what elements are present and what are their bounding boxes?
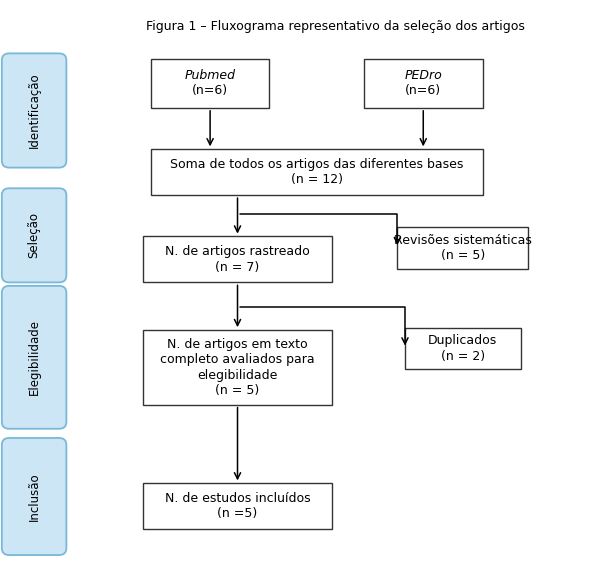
- Text: (n = 5): (n = 5): [441, 249, 485, 262]
- Text: N. de artigos em texto: N. de artigos em texto: [167, 338, 308, 351]
- Text: Identificação: Identificação: [27, 73, 41, 148]
- Text: Soma de todos os artigos das diferentes bases: Soma de todos os artigos das diferentes …: [170, 158, 463, 171]
- Text: PEDro: PEDro: [404, 69, 442, 82]
- Text: N. de estudos incluídos: N. de estudos incluídos: [164, 492, 311, 505]
- Bar: [397, 227, 528, 269]
- FancyBboxPatch shape: [2, 438, 66, 555]
- Text: (n = 5): (n = 5): [216, 384, 259, 397]
- Bar: [143, 483, 332, 529]
- Text: (n =5): (n =5): [217, 507, 258, 521]
- Text: Figura 1 – Fluxograma representativo da seleção dos artigos: Figura 1 – Fluxograma representativo da …: [146, 20, 524, 33]
- Text: Elegibilidade: Elegibilidade: [27, 319, 41, 395]
- Bar: [364, 59, 482, 108]
- Text: Pubmed: Pubmed: [185, 69, 236, 82]
- Bar: [150, 149, 482, 195]
- FancyBboxPatch shape: [2, 286, 66, 429]
- Bar: [143, 236, 332, 282]
- FancyBboxPatch shape: [2, 188, 66, 282]
- Text: (n = 2): (n = 2): [441, 350, 485, 363]
- Text: (n = 7): (n = 7): [216, 261, 259, 274]
- Bar: [143, 330, 332, 405]
- Bar: [150, 59, 269, 108]
- Text: completo avaliados para: completo avaliados para: [160, 353, 315, 366]
- Bar: [405, 328, 521, 369]
- Text: elegibilidade: elegibilidade: [197, 369, 278, 382]
- Text: (n=6): (n=6): [405, 84, 442, 98]
- Text: Revisões sistemáticas: Revisões sistemáticas: [394, 234, 532, 247]
- FancyBboxPatch shape: [2, 53, 66, 168]
- Text: Inclusão: Inclusão: [27, 472, 41, 521]
- Text: (n = 12): (n = 12): [290, 173, 343, 187]
- Text: (n=6): (n=6): [192, 84, 228, 98]
- Text: N. de artigos rastreado: N. de artigos rastreado: [165, 245, 310, 258]
- Text: Duplicados: Duplicados: [428, 334, 498, 347]
- Text: Seleção: Seleção: [27, 212, 41, 258]
